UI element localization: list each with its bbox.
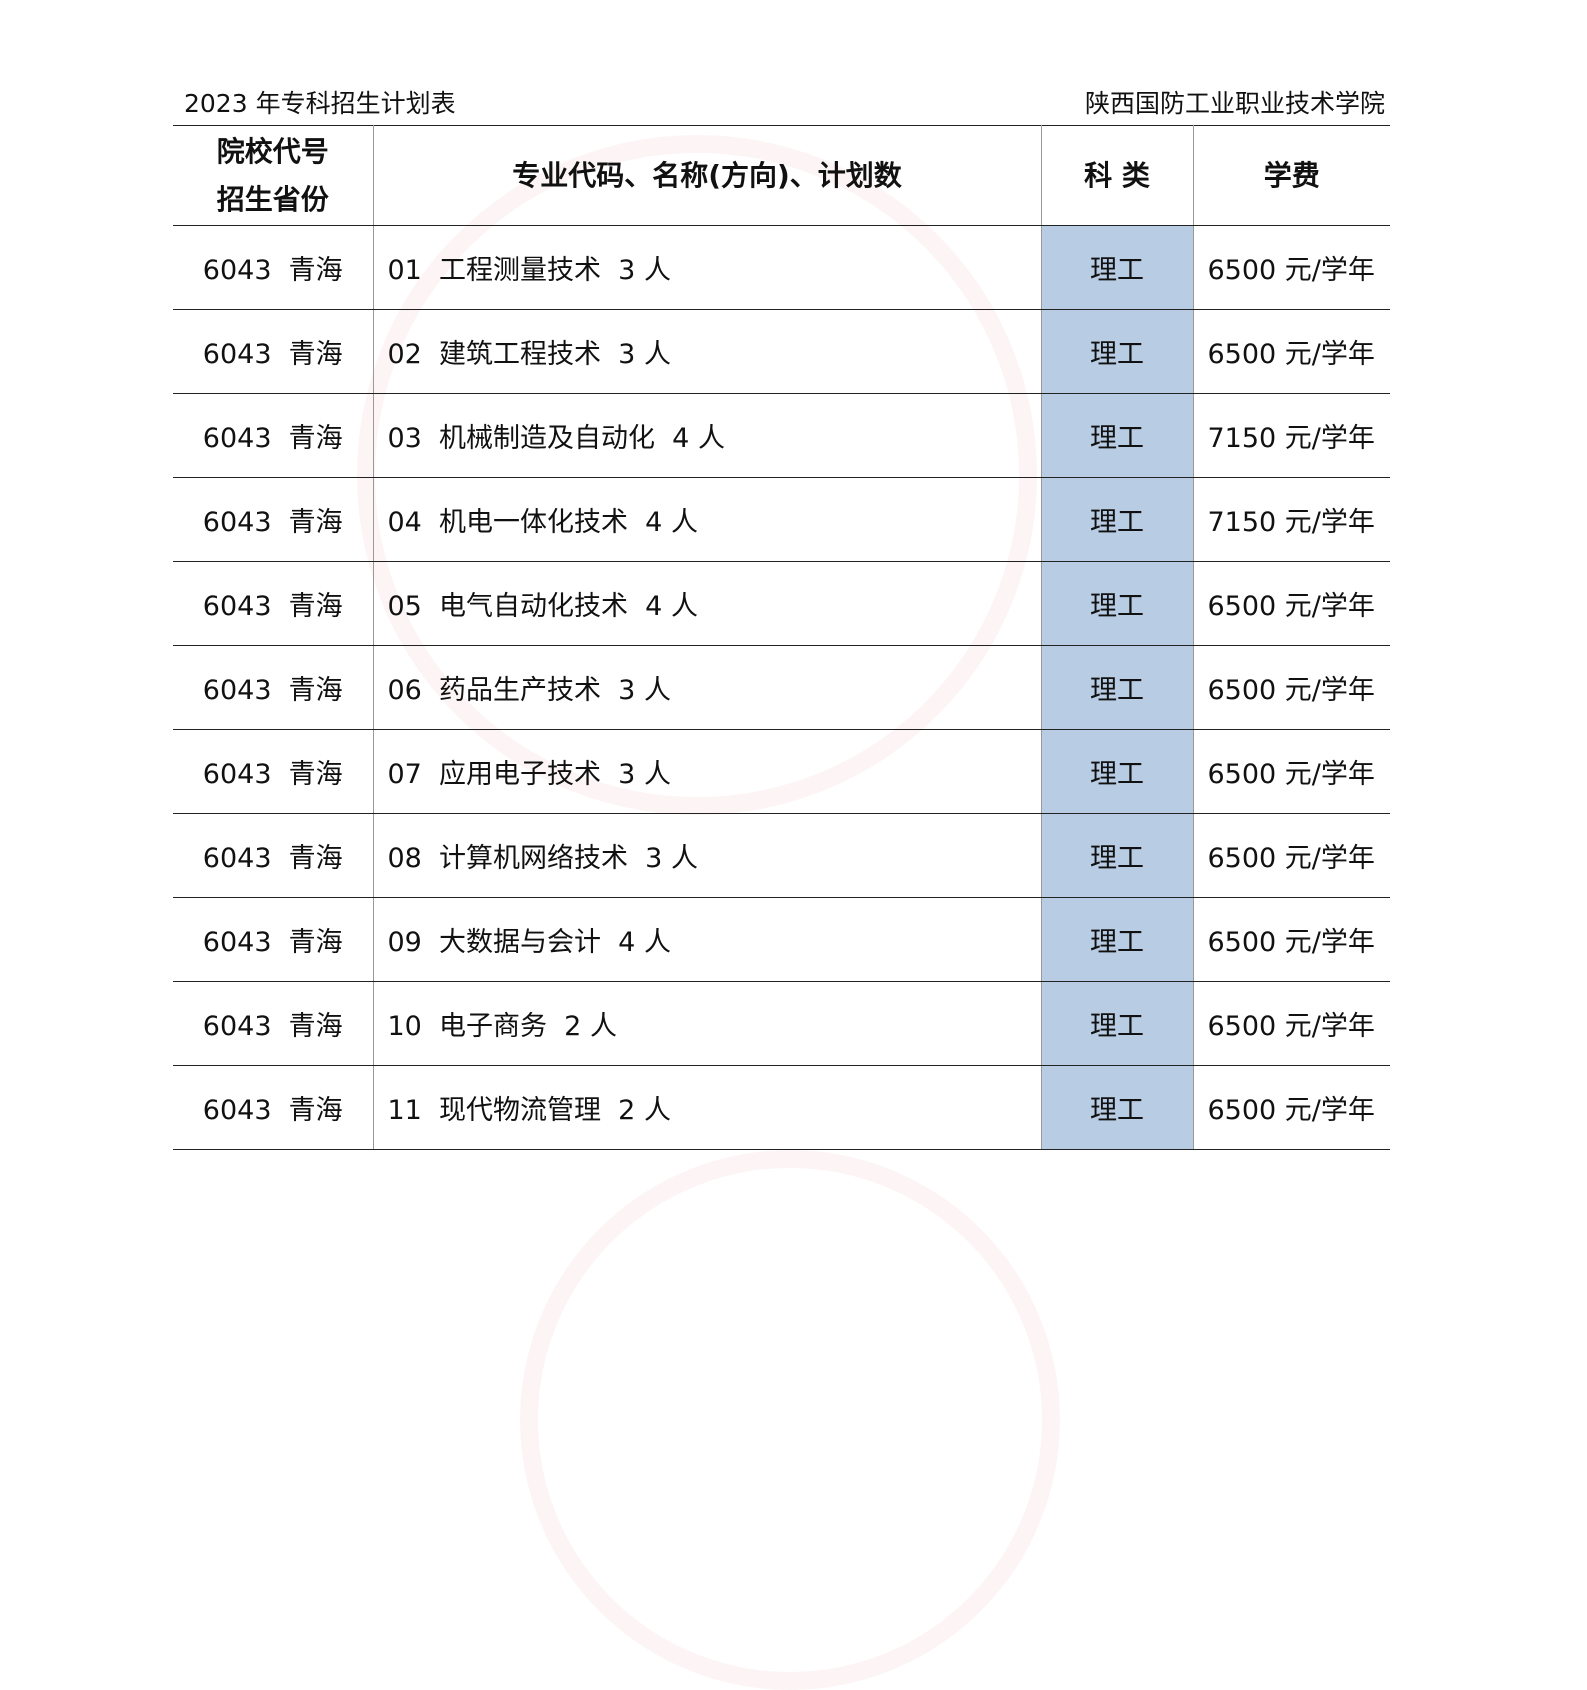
major-cell: 01 工程测量技术 3 人: [372, 225, 1042, 310]
major-cell: 02 建筑工程技术 3 人: [372, 309, 1042, 394]
table-row: 6043 青海 08 计算机网络技术 3 人理工 6500 元/学年: [173, 813, 1390, 898]
province-cell: 6043 青海: [173, 813, 374, 898]
table-row: 6043 青海 06 药品生产技术 3 人理工 6500 元/学年: [173, 645, 1390, 730]
fee-cell: 6500 元/学年: [1192, 225, 1390, 310]
category-cell: 理工: [1040, 477, 1194, 562]
major-cell: 07 应用电子技术 3 人: [372, 729, 1042, 814]
major-cell: 03 机械制造及自动化 4 人: [372, 393, 1042, 478]
province-cell: 6043 青海: [173, 981, 374, 1066]
table-row: 6043 青海 03 机械制造及自动化 4 人理工 7150 元/学年: [173, 393, 1390, 478]
category-cell: 理工: [1040, 1065, 1194, 1150]
fee-cell: 7150 元/学年: [1192, 393, 1390, 478]
table-header: 院校代号 招生省份 专业代码、名称(方向)、计划数 科 类 学费: [173, 125, 1390, 226]
table-row: 6043 青海 05 电气自动化技术 4 人理工 6500 元/学年: [173, 561, 1390, 646]
category-cell: 理工: [1040, 729, 1194, 814]
category-cell: 理工: [1040, 645, 1194, 730]
category-cell: 理工: [1040, 225, 1194, 310]
table-row: 6043 青海 10 电子商务 2 人理工 6500 元/学年: [173, 981, 1390, 1066]
fee-cell: 6500 元/学年: [1192, 309, 1390, 394]
province-cell: 6043 青海: [173, 309, 374, 394]
fee-cell: 6500 元/学年: [1192, 981, 1390, 1066]
province-cell: 6043 青海: [173, 225, 374, 310]
major-cell: 11 现代物流管理 2 人: [372, 1065, 1042, 1150]
school-name: 陕西国防工业职业技术学院: [1084, 89, 1385, 118]
fee-cell: 6500 元/学年: [1192, 561, 1390, 646]
province-cell: 6043 青海: [173, 393, 374, 478]
document-title: 2023 年专科招生计划表: [184, 89, 456, 118]
fee-cell: 6500 元/学年: [1192, 645, 1390, 730]
table-row: 6043 青海 07 应用电子技术 3 人理工 6500 元/学年: [173, 729, 1390, 814]
fee-cell: 7150 元/学年: [1192, 477, 1390, 562]
province-cell: 6043 青海: [173, 477, 374, 562]
major-cell: 05 电气自动化技术 4 人: [372, 561, 1042, 646]
province-cell: 6043 青海: [173, 729, 374, 814]
major-cell: 06 药品生产技术 3 人: [372, 645, 1042, 730]
major-cell: 04 机电一体化技术 4 人: [372, 477, 1042, 562]
category-cell: 理工: [1040, 813, 1194, 898]
category-cell: 理工: [1040, 393, 1194, 478]
enrollment-plan-table: 院校代号 招生省份 专业代码、名称(方向)、计划数 科 类 学费 6043 青海 0…: [173, 125, 1390, 1150]
category-cell: 理工: [1040, 309, 1194, 394]
major-cell: 09 大数据与会计 4 人: [372, 897, 1042, 982]
fee-cell: 6500 元/学年: [1192, 729, 1390, 814]
table-row: 6043 青海 01 工程测量技术 3 人理工 6500 元/学年: [173, 225, 1390, 310]
fee-cell: 6500 元/学年: [1192, 897, 1390, 982]
fee-cell: 6500 元/学年: [1192, 1065, 1390, 1150]
table-row: 6043 青海 02 建筑工程技术 3 人理工 6500 元/学年: [173, 309, 1390, 394]
category-cell: 理工: [1040, 981, 1194, 1066]
header-fee: 学费: [1192, 125, 1390, 226]
province-cell: 6043 青海: [173, 1065, 374, 1150]
table-row: 6043 青海 04 机电一体化技术 4 人理工 7150 元/学年: [173, 477, 1390, 562]
province-cell: 6043 青海: [173, 645, 374, 730]
table-row: 6043 青海 11 现代物流管理 2 人理工 6500 元/学年: [173, 1065, 1390, 1150]
watermark-seal: [520, 1150, 1060, 1690]
province-cell: 6043 青海: [173, 561, 374, 646]
table-row: 6043 青海 09 大数据与会计 4 人理工 6500 元/学年: [173, 897, 1390, 982]
category-cell: 理工: [1040, 897, 1194, 982]
major-cell: 10 电子商务 2 人: [372, 981, 1042, 1066]
header-category: 科 类: [1040, 125, 1194, 226]
header-major: 专业代码、名称(方向)、计划数: [372, 125, 1042, 226]
fee-cell: 6500 元/学年: [1192, 813, 1390, 898]
header-school-code-province: 院校代号 招生省份: [173, 125, 374, 226]
category-cell: 理工: [1040, 561, 1194, 646]
major-cell: 08 计算机网络技术 3 人: [372, 813, 1042, 898]
province-cell: 6043 青海: [173, 897, 374, 982]
